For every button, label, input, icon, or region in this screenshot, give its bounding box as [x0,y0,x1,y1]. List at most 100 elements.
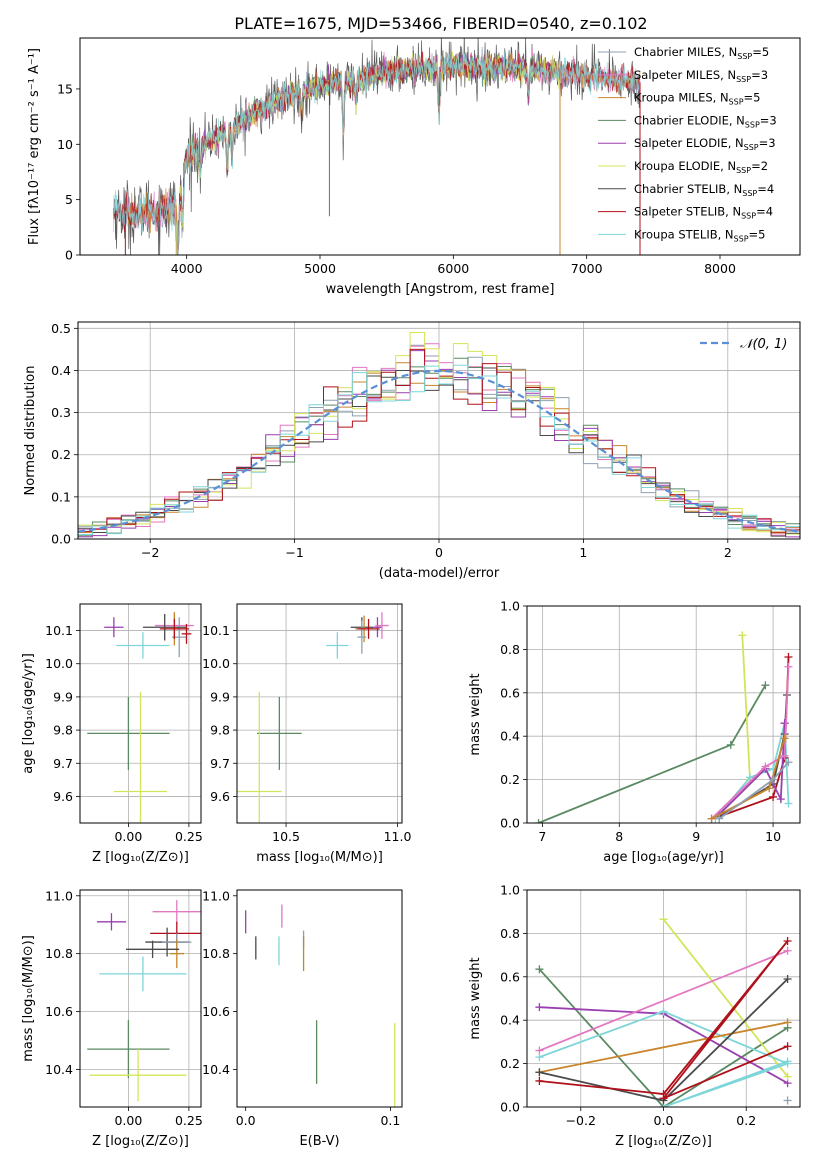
plot-area-mass_vs_Z [87,900,201,1102]
plot-area-residuals [78,332,800,539]
x-tick-label: 0 [435,545,443,560]
x-tick-label: 7 [538,829,546,844]
weight-marker [659,1007,668,1016]
y-axis-label: mass [log₁₀(M/M⊙)] [21,935,36,1062]
weight-marker [535,1068,544,1077]
y-tick-label: 5 [65,192,73,207]
legend-suffix: =3 [751,68,768,82]
y-tick-label: 9.8 [53,723,73,738]
x-axis-label: Z [log₁₀(Z/Z⊙)] [615,1134,712,1149]
y-tick-label: 0.0 [500,1100,520,1115]
weight-marker [534,819,543,823]
x-tick-label: −1 [285,545,303,560]
axes-frame [236,889,403,1108]
legend-suffix: =4 [757,182,774,196]
y-tick-label: 10.1 [202,623,230,638]
x-tick-label: 2 [724,545,732,560]
weight-marker [738,631,747,640]
weight-marker [535,1053,544,1062]
y-tick-label: 10.6 [45,1004,73,1019]
y-tick-label: 0.8 [500,926,520,941]
legend-label: Salpeter MILES, N [634,68,736,82]
weight-marker [535,965,544,974]
legend-label: Kroupa STELIB, N [634,227,734,241]
x-tick-label: 0.1 [380,1113,400,1128]
legend-label: Kroupa MILES, N [634,91,729,105]
weight-line [539,949,788,1052]
legend-entry: Chabrier STELIB, NSSP=4 [634,182,774,198]
axes-weight_vs_Z: −0.2 0.0 0.2 0.0 0.2 0.4 0.6 0.8 1.0 Z [log₁₀(Z/Z… [468,883,801,1149]
weight-marker [783,936,792,945]
weight-marker [784,758,793,767]
weight-marker [783,1096,792,1105]
x-axis-label: Z [log₁₀(Z/Z⊙)] [92,850,189,865]
residuals-legend: 𝒩(0, 1) [700,337,787,352]
legend-suffix: =4 [756,205,773,219]
y-tick-label: 10.4 [202,1062,230,1077]
weight-marker [535,1003,544,1012]
legend-sub: SSP [729,98,744,107]
x-axis-label: (data-model)/error [379,566,500,581]
y-tick-label: 10 [57,137,73,152]
weight-marker [783,974,792,983]
x-tick-label: −0.2 [566,1113,596,1128]
weight-marker [715,814,724,823]
plot-area-spectrum [112,38,641,255]
plot-area-age_vs_Z [87,612,194,823]
axes-frame [526,605,801,824]
axes-frame [79,37,801,256]
y-tick-label: 9.8 [210,723,230,738]
y-tick-label: 9.9 [53,689,73,704]
legend-entry: 𝒩(0, 1) [740,337,787,352]
plot-area-weight_vs_age [534,631,793,823]
weight-marker [765,784,774,793]
x-tick-label: 0.00 [114,1113,142,1128]
figure-title: PLATE=1675, MJD=53466, FIBERID=0540, z=0… [234,14,647,33]
axes-frame [79,603,202,824]
plot-area-mass_vs_ebv [245,904,396,1107]
weight-line [718,723,786,815]
y-tick-label: 10.0 [45,656,73,671]
axes-weight_vs_age: 7 8 9 10 0.0 0.2 0.4 0.6 0.8 1.0 age [log₁₀(age/yr… [468,599,801,865]
axes-frame [236,603,403,824]
x-tick-label: 4000 [171,261,203,276]
legend-sub: SSP [741,212,756,221]
y-tick-label: 0.8 [500,642,520,657]
weight-marker [659,1094,668,1103]
y-tick-label: 9.6 [53,789,73,804]
y-axis-label: mass weight [468,673,483,755]
legend-label: Chabrier STELIB, N [634,182,742,196]
axes-age_vs_mass: 10.5 11.0 9.6 9.7 9.8 9.9 10.0 10.1 mass [log₁₀(… [202,603,411,865]
weight-line [718,761,790,820]
y-tick-label: 0.2 [500,772,520,787]
legend-entry: Kroupa STELIB, NSSP=5 [634,227,765,243]
weight-line [710,666,790,820]
y-tick-label: 9.7 [53,756,73,771]
legend-sub: SSP [736,75,751,84]
legend-suffix: =3 [759,136,776,150]
y-tick-label: 15 [57,81,73,96]
x-tick-label: 0.00 [114,829,142,844]
weight-marker [784,662,793,671]
legend-entry: Kroupa MILES, NSSP=5 [634,91,760,107]
x-tick-label: 10.5 [272,829,300,844]
x-tick-label: 0.0 [654,1113,674,1128]
y-tick-label: 9.9 [210,689,230,704]
axes-frame [79,889,202,1108]
x-axis-label: mass [log₁₀(M/M⊙)] [256,850,383,865]
plot-area-weight_vs_Z [535,915,792,1107]
x-axis-label: age [log₁₀(age/yr)] [603,850,724,865]
x-tick-label: 0.0 [236,1113,256,1128]
y-tick-label: 10.8 [45,946,73,961]
weight-marker [780,719,789,728]
weight-marker [783,1042,792,1051]
y-axis-label: Flux [fλ10⁻¹⁷ erg cm⁻² s⁻¹ A⁻¹] [27,48,42,245]
legend-sub: SSP [742,189,757,198]
x-axis-label: wavelength [Angstrom, rest frame] [326,282,555,297]
y-axis-label: mass weight [468,957,483,1039]
y-tick-label: 0.4 [51,363,71,378]
y-tick-label: 10.1 [45,623,73,638]
x-tick-label: 0.25 [175,1113,203,1128]
x-tick-label: 8000 [704,261,736,276]
